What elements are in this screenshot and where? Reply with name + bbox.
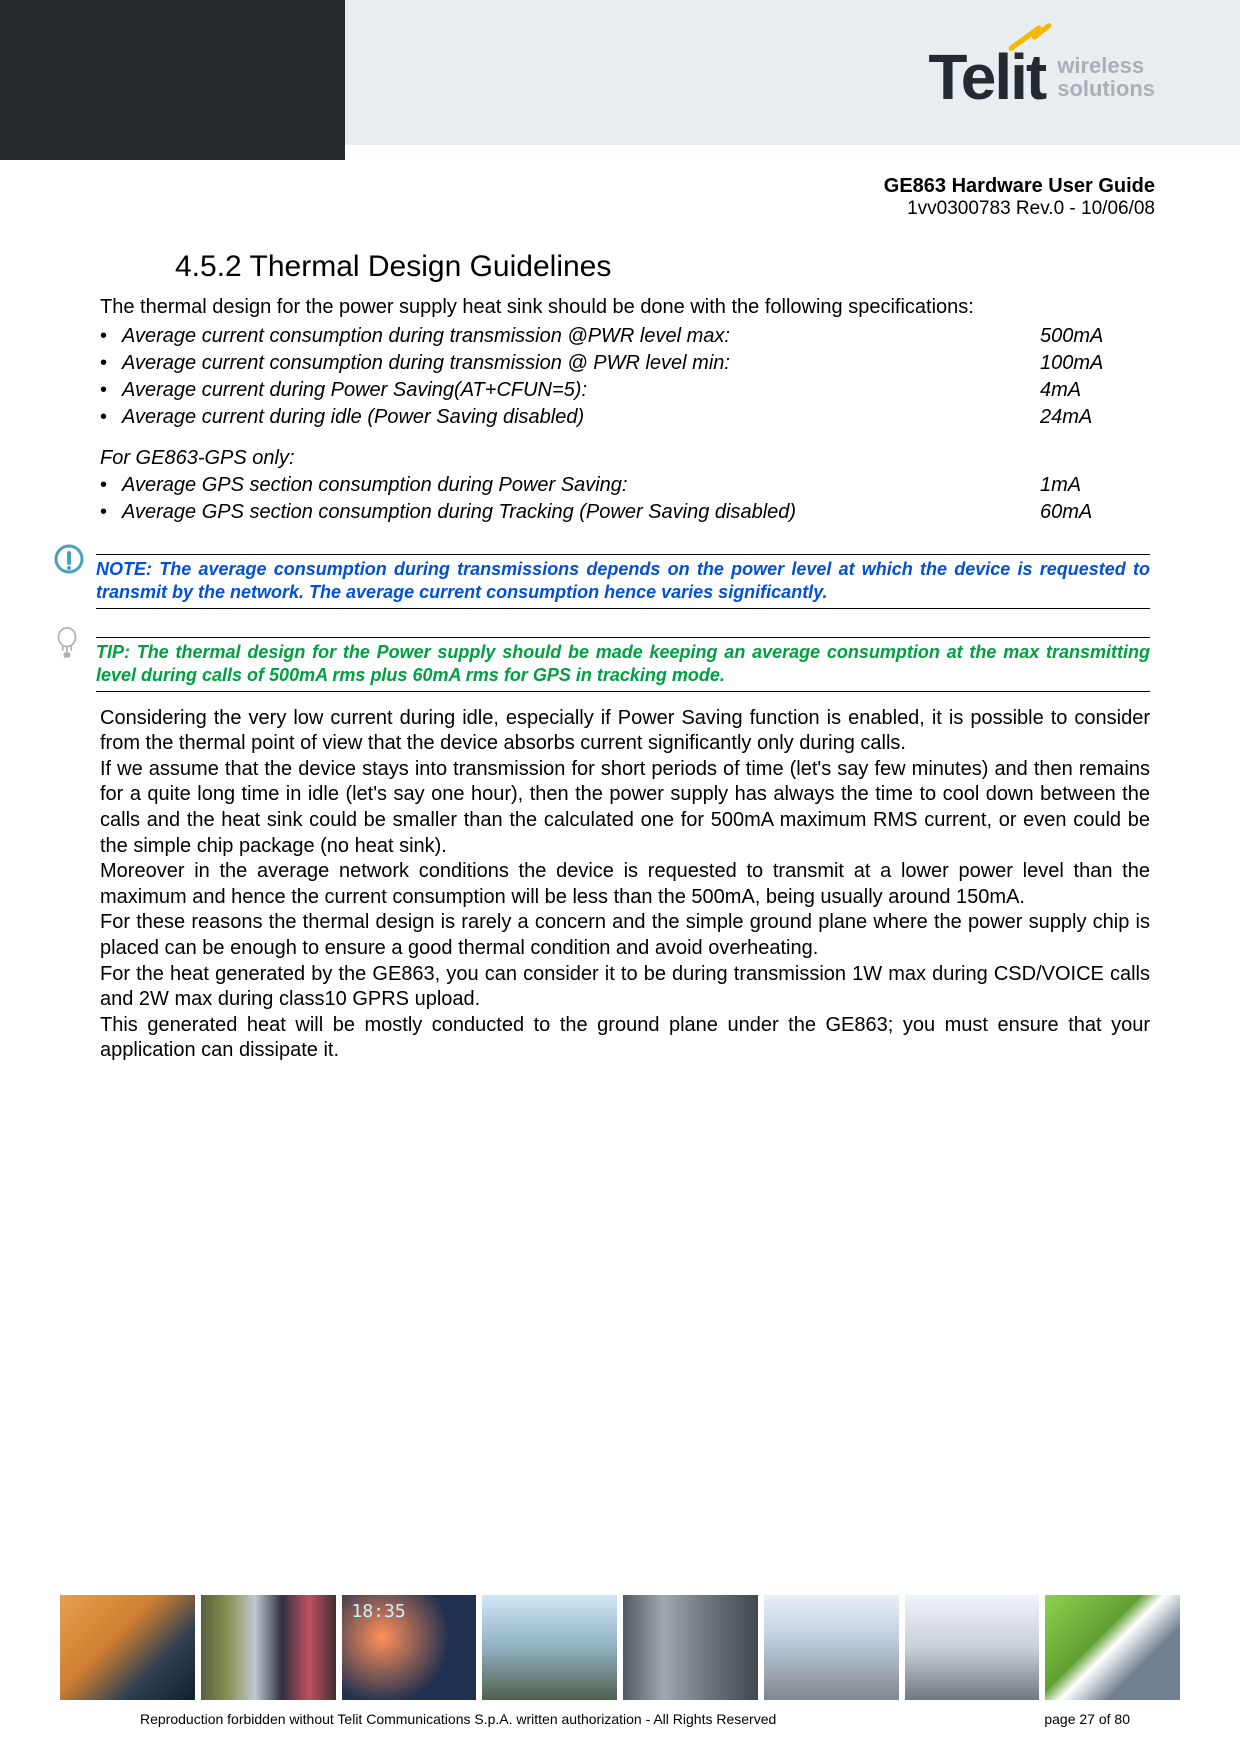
- spec-label: Average current during idle (Power Savin…: [122, 404, 1040, 431]
- list-item: Average GPS section consumption during P…: [100, 472, 1150, 499]
- footer-thumb: [905, 1595, 1040, 1700]
- brand-subline-1: wireless: [1057, 54, 1155, 77]
- brand-subline: wireless solutions: [1057, 54, 1155, 100]
- doc-header: GE863 Hardware User Guide 1vv0300783 Rev…: [884, 175, 1155, 220]
- brand-logo: Telit: [928, 40, 1045, 114]
- spec-label: Average current consumption during trans…: [122, 350, 1040, 377]
- page-content: 4.5.2 Thermal Design Guidelines The ther…: [100, 250, 1150, 1064]
- header-dark-block: [0, 0, 345, 160]
- spec-value: 24mA: [1040, 404, 1150, 431]
- spec-value: 4mA: [1040, 377, 1150, 404]
- footer-thumb: [623, 1595, 758, 1700]
- list-item: Average GPS section consumption during T…: [100, 499, 1150, 526]
- footer-thumb: [482, 1595, 617, 1700]
- doc-revision: 1vv0300783 Rev.0 - 10/06/08: [884, 198, 1155, 220]
- list-item: Average current consumption during trans…: [100, 350, 1150, 377]
- spec-value: 60mA: [1040, 499, 1150, 526]
- body-para: Considering the very low current during …: [100, 706, 1150, 757]
- footer-thumb: 18:35: [342, 1595, 477, 1700]
- spec-list: Average current consumption during trans…: [100, 323, 1150, 431]
- logo-block: Telit wireless solutions: [928, 40, 1155, 114]
- note-callout: NOTE: The average consumption during tra…: [96, 554, 1150, 609]
- spec-label: Average current consumption during trans…: [122, 323, 1040, 350]
- lightbulb-icon: [54, 627, 84, 666]
- spec-label: Average GPS section consumption during T…: [122, 499, 1040, 526]
- body-para: For these reasons the thermal design is …: [100, 910, 1150, 961]
- list-item: Average current during idle (Power Savin…: [100, 404, 1150, 431]
- list-item: Average current consumption during trans…: [100, 323, 1150, 350]
- gps-heading: For GE863-GPS only:: [100, 447, 1150, 470]
- spec-value: 1mA: [1040, 472, 1150, 499]
- tip-callout: TIP: The thermal design for the Power su…: [96, 637, 1150, 692]
- section-heading: 4.5.2 Thermal Design Guidelines: [175, 250, 1150, 284]
- spec-value: 100mA: [1040, 350, 1150, 377]
- list-item: Average current during Power Saving(AT+C…: [100, 377, 1150, 404]
- footer-copyright: Reproduction forbidden without Telit Com…: [140, 1711, 776, 1727]
- spec-label: Average GPS section consumption during P…: [122, 472, 1040, 499]
- body-para: For the heat generated by the GE863, you…: [100, 962, 1150, 1013]
- spec-value: 500mA: [1040, 323, 1150, 350]
- body-para: This generated heat will be mostly condu…: [100, 1013, 1150, 1064]
- footer-image-band: 18:35: [0, 1595, 1240, 1700]
- doc-title: GE863 Hardware User Guide: [884, 175, 1155, 198]
- spec-label: Average current during Power Saving(AT+C…: [122, 377, 1040, 404]
- intro-text: The thermal design for the power supply …: [100, 296, 1150, 319]
- tip-callout-wrap: TIP: The thermal design for the Power su…: [100, 623, 1150, 706]
- info-icon: [54, 544, 84, 579]
- brand-subline-2: solutions: [1057, 77, 1155, 100]
- body-para: If we assume that the device stays into …: [100, 757, 1150, 859]
- body-para: Moreover in the average network conditio…: [100, 859, 1150, 910]
- gps-spec-list: Average GPS section consumption during P…: [100, 472, 1150, 526]
- footer-thumb: [201, 1595, 336, 1700]
- note-callout-wrap: NOTE: The average consumption during tra…: [100, 540, 1150, 623]
- footer-thumb: [1045, 1595, 1180, 1700]
- footer-page: page 27 of 80: [1044, 1711, 1130, 1727]
- footer-text: Reproduction forbidden without Telit Com…: [0, 1711, 1240, 1727]
- logo-accent-icon: [1005, 22, 1055, 52]
- footer-thumb: [60, 1595, 195, 1700]
- footer-thumb: [764, 1595, 899, 1700]
